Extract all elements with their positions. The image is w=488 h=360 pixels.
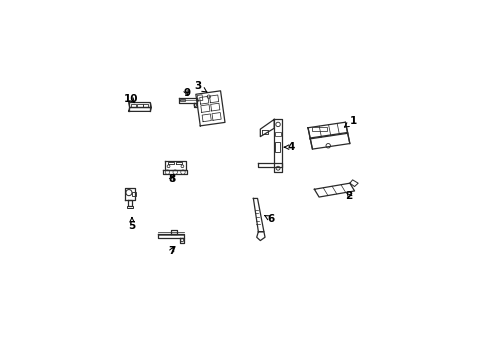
Text: 9: 9: [183, 88, 190, 98]
Text: 6: 6: [264, 214, 274, 224]
Text: 8: 8: [168, 174, 175, 184]
Bar: [180, 99, 185, 102]
Bar: [132, 192, 135, 197]
Bar: [274, 132, 280, 136]
Text: 2: 2: [345, 191, 352, 201]
Text: 3: 3: [194, 81, 206, 92]
Text: 4: 4: [284, 142, 294, 152]
Bar: [127, 206, 133, 208]
Bar: [275, 142, 280, 152]
Text: 1: 1: [344, 116, 357, 127]
Bar: [311, 127, 327, 131]
Text: 5: 5: [128, 217, 135, 231]
Text: 7: 7: [167, 246, 175, 256]
Text: 10: 10: [123, 94, 138, 104]
